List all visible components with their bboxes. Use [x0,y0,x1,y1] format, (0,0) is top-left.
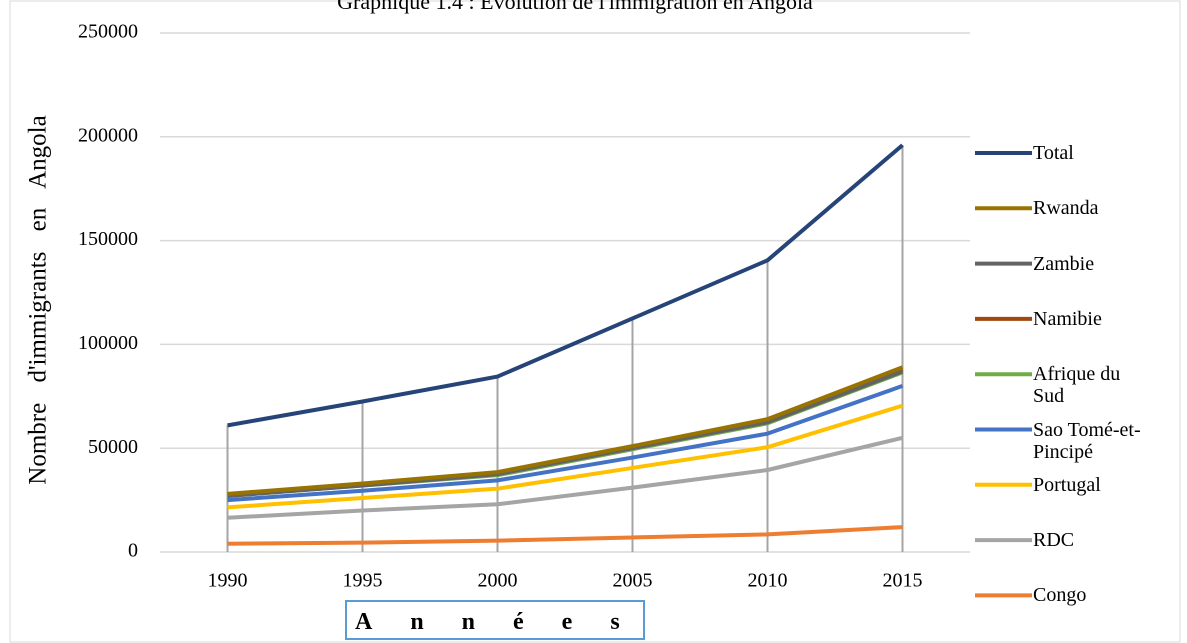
legend-label: Portugal [1033,473,1101,496]
x-tick-label: 2015 [883,570,923,592]
x-tick-label: 1995 [343,570,383,592]
series-line [227,367,904,497]
x-tick-label: 2010 [748,570,788,592]
y-tick-label: 100000 [78,332,138,354]
y-axis-title: Nombre d'immigrants en Angola [25,115,52,484]
legend-label: Rwanda [1033,197,1099,220]
x-axis-title: Années [345,600,645,640]
series-line [227,143,904,428]
series-line [227,365,904,496]
chart-frame [9,0,1181,643]
series-line [227,403,904,510]
y-tick-label: 150000 [78,228,138,250]
y-tick-label: 250000 [78,21,138,43]
legend-label: Zambie [1033,252,1095,275]
y-tick-label: 200000 [78,124,138,146]
legend-label: Afrique du Sud [1033,363,1121,408]
series-line [227,384,904,503]
x-tick-label: 2005 [613,570,653,592]
series-line [227,525,903,546]
x-tick-label: 2000 [478,570,518,592]
legend-label: Namibie [1033,307,1102,330]
y-tick-label: 50000 [88,436,138,458]
legend-label: Total [1033,142,1074,164]
legend-label: Congo [1033,584,1087,607]
legend-label: Sao Tomé-et-Pincipé [1033,418,1141,463]
y-tick-label: 0 [128,540,138,562]
series-line [227,369,904,498]
chart-title: Graphique 1.4 : Évolution de l'immigrati… [337,0,813,14]
series-line [227,435,903,520]
x-tick-label: 1990 [208,570,248,592]
legend-label: RDC [1033,529,1075,552]
